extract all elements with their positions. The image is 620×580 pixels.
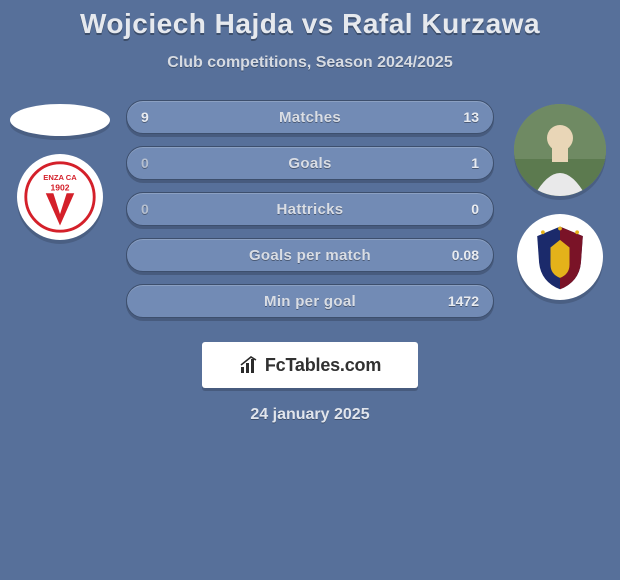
stat-label: Matches (279, 109, 341, 126)
comparison-card: Wojciech Hajda vs Rafal Kurzawa Club com… (0, 0, 620, 424)
content-grid: ENZA CA 1902 9 Matches 13 0 Goals 1 0 Ha… (0, 100, 620, 318)
left-player-column: ENZA CA 1902 (0, 100, 120, 240)
stat-left-value: 0 (141, 155, 149, 171)
svg-text:ENZA CA: ENZA CA (43, 173, 77, 182)
stat-row-min-per-goal: Min per goal 1472 (126, 284, 494, 318)
svg-text:1902: 1902 (50, 182, 69, 192)
stat-list: 9 Matches 13 0 Goals 1 0 Hattricks 0 Goa… (120, 100, 500, 318)
stat-label: Hattricks (277, 201, 344, 218)
stat-right-value: 0.08 (452, 247, 479, 263)
page-title: Wojciech Hajda vs Rafal Kurzawa (80, 8, 540, 40)
player-photo-placeholder-icon (514, 104, 606, 196)
pogon-badge-icon (522, 219, 598, 295)
vicenza-badge-icon: ENZA CA 1902 (22, 159, 98, 235)
stat-row-hattricks: 0 Hattricks 0 (126, 192, 494, 226)
right-player-avatar (514, 104, 606, 196)
right-player-column (500, 100, 620, 300)
stat-label: Goals per match (249, 247, 371, 264)
stat-left-value: 9 (141, 109, 149, 125)
subtitle: Club competitions, Season 2024/2025 (167, 54, 452, 72)
left-club-badge: ENZA CA 1902 (17, 154, 103, 240)
stat-row-goals: 0 Goals 1 (126, 146, 494, 180)
stat-right-value: 1472 (448, 293, 479, 309)
stat-right-value: 0 (471, 201, 479, 217)
stat-left-value: 0 (141, 201, 149, 217)
date-text: 24 january 2025 (250, 406, 369, 424)
stat-label: Min per goal (264, 293, 356, 310)
brand-box: FcTables.com (202, 342, 418, 388)
stat-row-matches: 9 Matches 13 (126, 100, 494, 134)
stat-label: Goals (288, 155, 331, 172)
right-club-badge (517, 214, 603, 300)
stat-right-value: 1 (471, 155, 479, 171)
stat-right-value: 13 (463, 109, 479, 125)
left-player-avatar (10, 104, 110, 136)
chart-icon (239, 355, 259, 375)
brand-text: FcTables.com (265, 355, 381, 376)
stat-row-goals-per-match: Goals per match 0.08 (126, 238, 494, 272)
